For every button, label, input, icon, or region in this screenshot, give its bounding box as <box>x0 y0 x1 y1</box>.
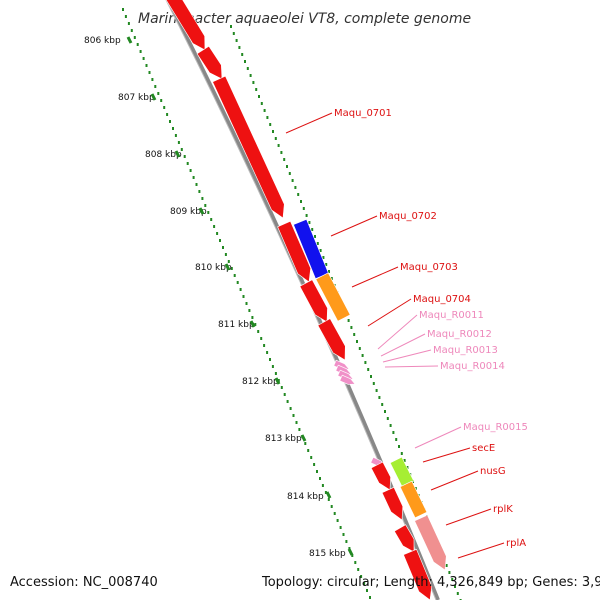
gene-feature-maqu-0704 <box>315 272 351 322</box>
gene-label: Maqu_0702 <box>379 211 437 222</box>
feature-track <box>165 0 447 600</box>
rna-feature-maqu-r0014 <box>339 374 356 385</box>
genome-summary-text: Topology: circular; Length: 4,326,849 bp… <box>261 575 600 590</box>
tick-label: 812 kbp <box>242 377 279 387</box>
tick-mark <box>224 263 231 271</box>
label-leader-line <box>377 314 418 350</box>
gene-label: rplA <box>506 538 526 549</box>
tick-label: 811 kbp <box>218 320 255 330</box>
tick-mark <box>126 36 133 44</box>
tick-mark <box>347 548 354 556</box>
label-leader-line <box>380 333 426 357</box>
gene-feature <box>196 45 223 80</box>
tick-label: 806 kbp <box>84 36 121 46</box>
label-leader-line <box>351 266 399 288</box>
gene-feature-nusg <box>399 480 428 519</box>
tick-label: 813 kbp <box>265 434 302 444</box>
gene-feature <box>165 0 206 51</box>
gene-label: Maqu_0701 <box>334 108 392 119</box>
label-leader-line <box>430 470 479 491</box>
label-leader-line <box>382 349 432 363</box>
tick-mark <box>274 377 281 385</box>
label-leader-line <box>422 447 471 463</box>
label-leader-line <box>330 215 378 237</box>
gene-feature <box>317 318 346 361</box>
gene-label: Maqu_R0013 <box>433 345 498 356</box>
tick-label: 808 kbp <box>145 150 182 160</box>
gene-feature-rpla <box>414 514 447 571</box>
gene-feature <box>381 486 404 521</box>
gene-label: Maqu_0703 <box>400 262 458 273</box>
tick-mark <box>150 93 157 101</box>
tick-label: 807 kbp <box>118 93 155 103</box>
gene-label: secE <box>472 443 495 454</box>
gene-label: nusG <box>480 466 506 477</box>
gene-label: Maqu_R0014 <box>440 361 505 372</box>
gene-feature <box>403 548 433 600</box>
tick-mark <box>300 434 307 442</box>
gene-feature-rplk <box>393 524 415 553</box>
tick-label: 815 kbp <box>309 549 346 559</box>
tick-label: 809 kbp <box>170 207 207 217</box>
label-leader-line <box>285 112 333 134</box>
gene-label: Maqu_R0011 <box>419 310 484 321</box>
gene-feature-maqu-0703 <box>299 279 328 323</box>
label-leader-line <box>445 508 492 526</box>
tick-label: 810 kbp <box>195 263 232 273</box>
tick-mark <box>198 207 205 215</box>
tick-mark <box>249 320 256 328</box>
accession-text: Accession: NC_008740 <box>10 575 158 590</box>
map-title: Marinobacter aquaeolei VT8, complete gen… <box>138 11 471 27</box>
scale-track <box>122 8 371 599</box>
gene-label: Maqu_R0015 <box>463 422 528 433</box>
tick-mark <box>325 491 332 499</box>
gene-feature <box>370 461 391 491</box>
label-leader-line <box>367 298 412 327</box>
label-leader-line <box>384 365 439 368</box>
inner-dotted-track <box>230 25 462 600</box>
gene-label: Maqu_R0012 <box>427 329 492 340</box>
gene-feature <box>277 220 312 283</box>
gene-label: Maqu_0704 <box>413 294 471 305</box>
tick-label: 814 kbp <box>287 492 324 502</box>
tick-mark <box>174 150 181 158</box>
gene-labels: Maqu_0701 Maqu_0702 Maqu_0703 Maqu_0704 Maqu… <box>285 108 528 559</box>
gene-feature-maqu-0701 <box>212 75 285 219</box>
gene-label: rplK <box>493 504 513 515</box>
label-leader-line <box>414 426 462 449</box>
label-leader-line <box>457 542 505 559</box>
scale-ticks: 806 kbp 807 kbp 808 kbp 809 kbp 810 kbp 811 k… <box>84 36 354 559</box>
